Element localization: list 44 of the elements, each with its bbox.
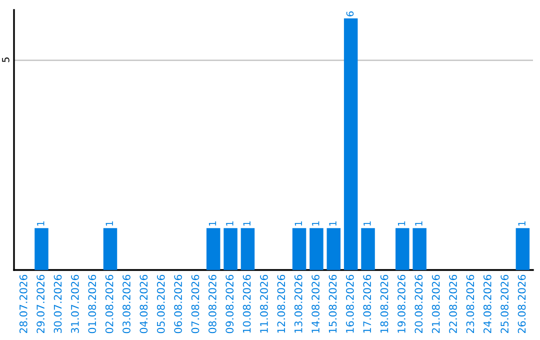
data-label: 1 [226,221,234,226]
x-tick-label: 26.08.2026 [518,274,526,334]
x-tick-label: 09.08.2026 [226,274,234,334]
data-label: 1 [294,221,302,226]
x-tick-label: 11.08.2026 [260,274,268,333]
data-label: 1 [106,221,113,226]
x-tick-label: 24.08.2026 [483,274,492,334]
x-tick-label: 12.08.2026 [277,274,286,333]
x-tick-label: 06.08.2026 [174,274,182,334]
x-tick-label: 08.08.2026 [208,274,216,334]
x-tick-label: 01.08.2026 [88,274,96,334]
x-tick-label: 07.08.2026 [191,274,200,334]
data-label: 1 [398,221,406,226]
data-label: 1 [364,221,371,226]
x-tick-label: 20.08.2026 [414,274,423,334]
x-tick-label: 14.08.2026 [312,274,320,333]
data-label: 1 [243,221,250,226]
x-tick-label: 23.08.2026 [466,274,474,334]
data-label: 6 [346,11,354,16]
data-label: 1 [518,221,526,226]
data-label: 1 [312,221,320,226]
x-tick-label: 10.08.2026 [242,274,251,333]
x-tick-label: 19.08.2026 [398,274,406,333]
x-tick-label: 05.08.2026 [156,274,165,334]
x-tick-label: 25.08.2026 [500,274,509,334]
x-tick-label: 18.08.2026 [380,274,388,333]
x-tick-label: 03.08.2026 [122,274,130,334]
x-tick-label: 13.08.2026 [294,274,302,333]
x-tick-label: 21.08.2026 [432,274,440,334]
x-tick-label: 30.07.2026 [54,274,62,334]
data-label: 1 [208,221,216,226]
x-tick-label: 22.08.2026 [449,274,457,334]
data-label: 1 [37,221,44,226]
data-label: 1 [329,221,336,226]
data-label: 1 [415,221,422,226]
x-tick-label: 29.07.2026 [36,274,45,334]
y-tick-label: 5 [2,57,10,62]
x-tick-label: 15.08.2026 [328,274,337,333]
x-tick-label: 28.07.2026 [19,274,28,334]
x-tick-label: 04.08.2026 [140,274,148,334]
x-tick-label: 02.08.2026 [105,274,114,334]
x-tick-label: 16.08.2026 [346,274,354,333]
x-tick-label: 17.08.2026 [363,274,372,333]
x-tick-label: 31.07.2026 [71,274,79,334]
